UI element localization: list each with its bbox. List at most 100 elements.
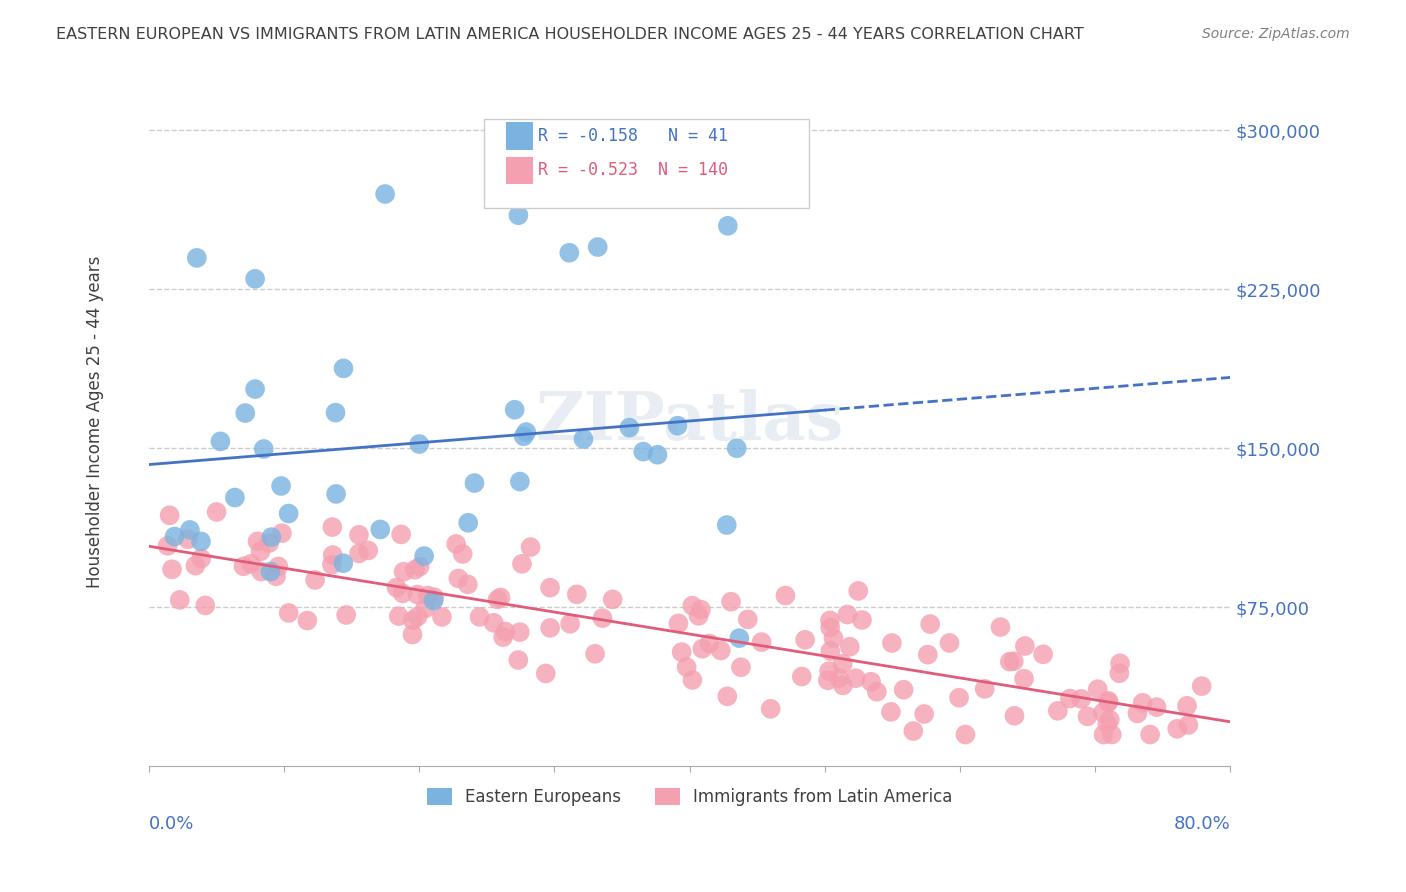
Point <box>572 432 595 446</box>
Point <box>1014 639 1036 653</box>
Point <box>671 645 693 659</box>
Point <box>955 727 977 741</box>
Point <box>347 528 370 542</box>
Point <box>519 540 541 554</box>
Point <box>160 562 183 576</box>
Point <box>457 577 479 591</box>
Point <box>688 608 710 623</box>
Point <box>406 588 429 602</box>
Point <box>423 591 446 605</box>
Point <box>818 621 841 635</box>
Point <box>716 518 738 533</box>
Point <box>1059 691 1081 706</box>
Point <box>538 581 561 595</box>
Point <box>430 610 453 624</box>
Point <box>250 565 273 579</box>
Point <box>482 615 505 630</box>
Point <box>270 479 292 493</box>
Point <box>401 627 423 641</box>
Point <box>631 444 654 458</box>
Point <box>720 595 742 609</box>
Point <box>404 563 426 577</box>
Point <box>402 613 425 627</box>
Point <box>730 660 752 674</box>
Point <box>489 591 512 605</box>
Point <box>893 682 915 697</box>
Point <box>389 527 412 541</box>
Text: EASTERN EUROPEAN VS IMMIGRANTS FROM LATIN AMERICA HOUSEHOLDER INCOME AGES 25 - 4: EASTERN EUROPEAN VS IMMIGRANTS FROM LATI… <box>56 27 1084 42</box>
Point <box>357 543 380 558</box>
Point <box>194 599 217 613</box>
Point <box>267 559 290 574</box>
Point <box>232 559 254 574</box>
Point <box>413 601 436 615</box>
Point <box>794 632 817 647</box>
Text: ZIPatlas: ZIPatlas <box>536 390 844 454</box>
Point <box>938 636 960 650</box>
Point <box>1076 709 1098 723</box>
Point <box>583 647 606 661</box>
Text: 0.0%: 0.0% <box>149 814 194 832</box>
Point <box>332 556 354 570</box>
Point <box>492 630 515 644</box>
Point <box>512 429 534 443</box>
Point <box>510 557 533 571</box>
Point <box>1175 698 1198 713</box>
Point <box>820 644 842 658</box>
Point <box>413 549 436 563</box>
Point <box>845 671 868 685</box>
Point <box>368 523 391 537</box>
Point <box>602 592 624 607</box>
Point <box>463 476 485 491</box>
Point <box>1002 654 1025 668</box>
Point <box>751 635 773 649</box>
Point <box>271 526 294 541</box>
Point <box>790 669 813 683</box>
Point <box>591 611 613 625</box>
Point <box>837 607 859 622</box>
Point <box>508 208 530 222</box>
Point <box>880 636 903 650</box>
Point <box>509 475 531 489</box>
Point <box>385 581 408 595</box>
Point <box>832 678 855 692</box>
Point <box>253 442 276 456</box>
Point <box>880 705 903 719</box>
Point <box>917 648 939 662</box>
Point <box>948 690 970 705</box>
Point <box>1177 718 1199 732</box>
Point <box>681 599 703 613</box>
Point <box>647 448 669 462</box>
Point <box>347 546 370 560</box>
Point <box>692 641 714 656</box>
Point <box>508 653 530 667</box>
Point <box>169 593 191 607</box>
Text: 80.0%: 80.0% <box>1174 814 1230 832</box>
Point <box>156 539 179 553</box>
Point <box>184 558 207 573</box>
Point <box>304 573 326 587</box>
Point <box>538 621 561 635</box>
FancyBboxPatch shape <box>484 119 808 209</box>
Point <box>190 551 212 566</box>
Point <box>177 533 200 547</box>
Point <box>509 625 531 640</box>
Point <box>406 609 429 624</box>
Point <box>277 606 299 620</box>
Point <box>565 587 588 601</box>
Point <box>259 536 281 550</box>
Point <box>860 674 883 689</box>
Point <box>586 240 609 254</box>
Legend: Eastern Europeans, Immigrants from Latin America: Eastern Europeans, Immigrants from Latin… <box>420 781 959 814</box>
Point <box>1070 692 1092 706</box>
Point <box>259 565 281 579</box>
Point <box>920 617 942 632</box>
Point <box>408 559 430 574</box>
Point <box>690 602 713 616</box>
Point <box>1166 722 1188 736</box>
FancyBboxPatch shape <box>506 157 533 185</box>
Text: R = -0.158   N = 41: R = -0.158 N = 41 <box>538 127 728 145</box>
Point <box>486 592 509 607</box>
Point <box>990 620 1012 634</box>
Point <box>558 245 581 260</box>
